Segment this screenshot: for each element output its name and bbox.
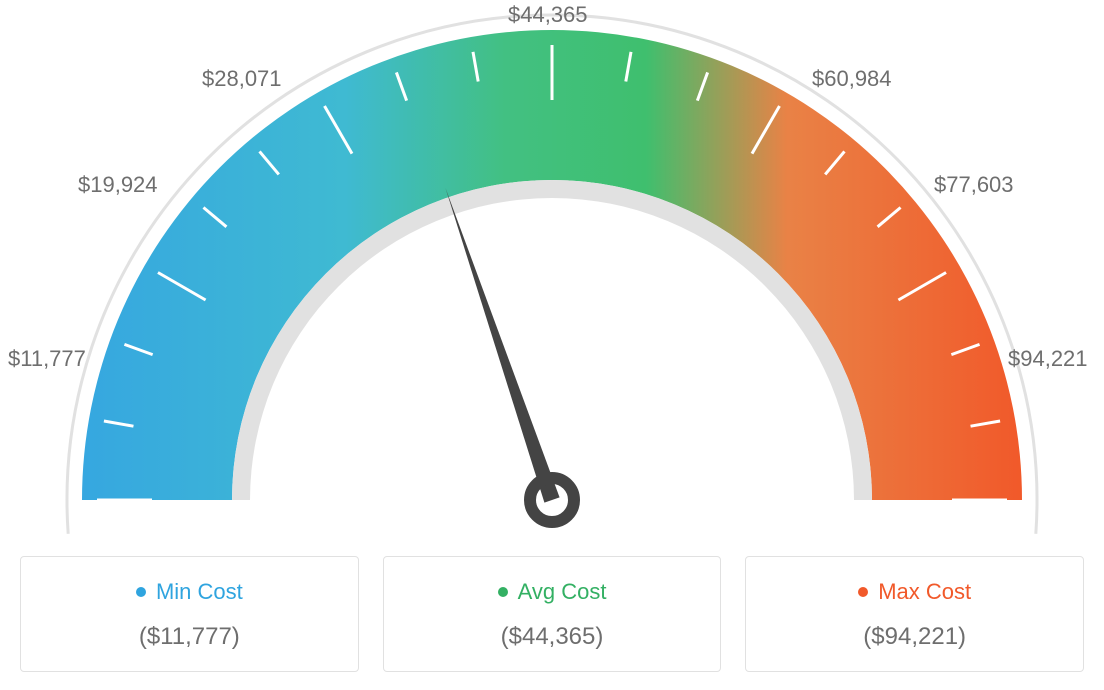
avg-dot-icon — [498, 587, 508, 597]
min-cost-card: Min Cost ($11,777) — [20, 556, 359, 672]
max-cost-value: ($94,221) — [756, 623, 1073, 651]
tick-label: $44,365 — [508, 2, 588, 28]
max-dot-icon — [858, 587, 868, 597]
avg-cost-card: Avg Cost ($44,365) — [383, 556, 722, 672]
tick-label: $28,071 — [202, 66, 282, 92]
gauge-svg — [0, 0, 1104, 560]
avg-cost-value: ($44,365) — [394, 623, 711, 651]
cost-gauge — [0, 0, 1104, 560]
tick-label: $11,777 — [8, 346, 86, 372]
tick-label: $94,221 — [1008, 346, 1088, 372]
max-cost-label: Max Cost — [878, 579, 971, 605]
min-cost-value: ($11,777) — [31, 623, 348, 651]
tick-label: $60,984 — [812, 66, 892, 92]
tick-label: $77,603 — [934, 172, 1014, 198]
min-cost-label: Min Cost — [156, 579, 243, 605]
min-dot-icon — [136, 587, 146, 597]
max-cost-card: Max Cost ($94,221) — [745, 556, 1084, 672]
legend-row: Min Cost ($11,777) Avg Cost ($44,365) Ma… — [20, 556, 1084, 672]
avg-cost-label: Avg Cost — [518, 579, 607, 605]
tick-label: $19,924 — [78, 172, 158, 198]
